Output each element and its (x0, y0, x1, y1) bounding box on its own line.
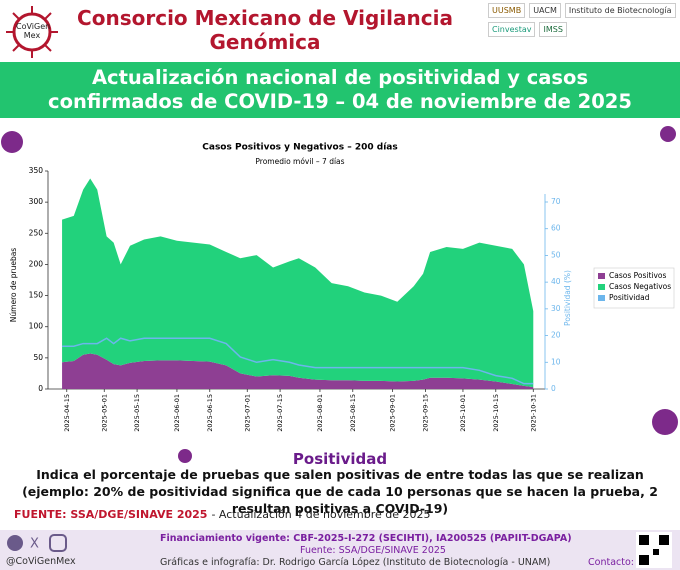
chart-title: Casos Positivos y Negativos – 200 días (202, 143, 397, 153)
y2-tick-label: 0 (551, 384, 556, 393)
footer: X @CoViGenMex Financiamiento vigente: CB… (0, 530, 680, 570)
y2-axis-label: Positividad (%) (563, 270, 572, 326)
explanation-heading: Positividad (292, 450, 388, 468)
source-line: FUENTE: SSA/DGE/SINAVE 2025- Actualizaci… (14, 508, 431, 521)
x-tick-label: 2025-09-01 (389, 394, 397, 432)
partner-logo: Instituto de Biotecnología (564, 3, 676, 18)
legend-swatch (598, 284, 605, 290)
x-tick-label: 2025-05-15 (133, 394, 141, 432)
funding: Financiamiento vigente: CBF-2025-I-272 (… (160, 533, 572, 544)
credits: Gráficas e infografía: Dr. Rodrigo Garcí… (160, 557, 551, 568)
banner: Actualización nacional de positividad y … (0, 62, 680, 118)
partner-logo: UACM (529, 3, 561, 18)
chart: Casos Positivos y Negativos – 200 días P… (1, 126, 678, 435)
x-tick-label: 2025-07-15 (276, 394, 284, 432)
logo-icon (6, 6, 58, 58)
qr-code (636, 532, 672, 568)
explanation-text: Indica el porcentaje de pruebas que sale… (22, 467, 658, 516)
y-tick-label: 250 (29, 228, 44, 237)
y2-tick-label: 60 (551, 224, 561, 233)
svg-text:X: X (30, 537, 39, 552)
x-tick-label: 2025-06-01 (173, 394, 181, 432)
logo-text: CoViGen Mex (16, 22, 51, 40)
y2-tick-label: 30 (551, 304, 561, 313)
x-tick-label: 2025-10-31 (529, 394, 537, 432)
y2-tick-label: 50 (551, 250, 561, 259)
y2-tick-label: 70 (551, 197, 561, 206)
y-tick-label: 350 (29, 166, 44, 175)
y-axis-label: Número de pruebas (9, 248, 18, 323)
title: Consorcio Mexicano de Vigilancia Genómic… (77, 6, 453, 54)
virus-decoration (1, 126, 678, 435)
source-label: FUENTE: SSA/DGE/SINAVE 2025 (14, 508, 208, 521)
chart-subtitle: Promedio móvil – 7 días (255, 157, 344, 166)
line (62, 337, 534, 385)
legend-swatch (598, 273, 605, 279)
partner-logo: IMSS (539, 22, 567, 37)
x-tick-label: 2025-08-15 (349, 394, 357, 432)
x-tick-label: 2025-07-01 (243, 394, 251, 432)
x-tick-label: 2025-06-15 (206, 394, 214, 432)
y-tick-label: 100 (29, 322, 44, 331)
y2-tick-label: 10 (551, 357, 561, 366)
x-tick-label: 2025-10-01 (459, 394, 467, 432)
x-tick-label: 2025-04-15 (63, 394, 71, 432)
partner-logo: Cinvestav (488, 22, 536, 37)
y-tick-label: 200 (29, 259, 44, 268)
y-tick-label: 300 (29, 197, 44, 206)
x-tick-label: 2025-09-15 (421, 394, 429, 432)
x-tick-label: 2025-10-15 (492, 394, 500, 432)
y2-tick-label: 20 (551, 331, 561, 340)
y-tick-label: 150 (29, 291, 44, 300)
virus-decoration (178, 449, 192, 463)
contact: Contacto: (588, 557, 634, 568)
y2-tick-label: 40 (551, 277, 561, 286)
footer-source: Fuente: SSA/DGE/SINAVE 2025 (300, 545, 446, 556)
legend-label: Casos Positivos (609, 271, 667, 280)
legend-label: Positividad (609, 293, 650, 302)
area (62, 353, 534, 389)
area (62, 178, 534, 388)
legend-swatch (598, 295, 605, 301)
legend-box (593, 267, 675, 309)
y-tick-label: 0 (38, 384, 43, 393)
x-tick-label: 2025-08-01 (316, 394, 324, 432)
social-handle: @CoViGenMex (6, 556, 76, 567)
y-tick-label: 50 (33, 353, 43, 362)
partner-logo: UUSMB (488, 3, 526, 18)
social-icons: X (7, 534, 67, 552)
legend-label: Casos Negativos (609, 282, 671, 291)
partner-logos: UUSMB UACM Instituto de Biotecnología Ci… (488, 3, 678, 37)
banner-title: Actualización nacional de positividad y … (48, 66, 632, 113)
x-tick-label: 2025-05-01 (100, 394, 108, 432)
update-date: - Actualización 4 de noviembre de 2025 (211, 508, 431, 521)
